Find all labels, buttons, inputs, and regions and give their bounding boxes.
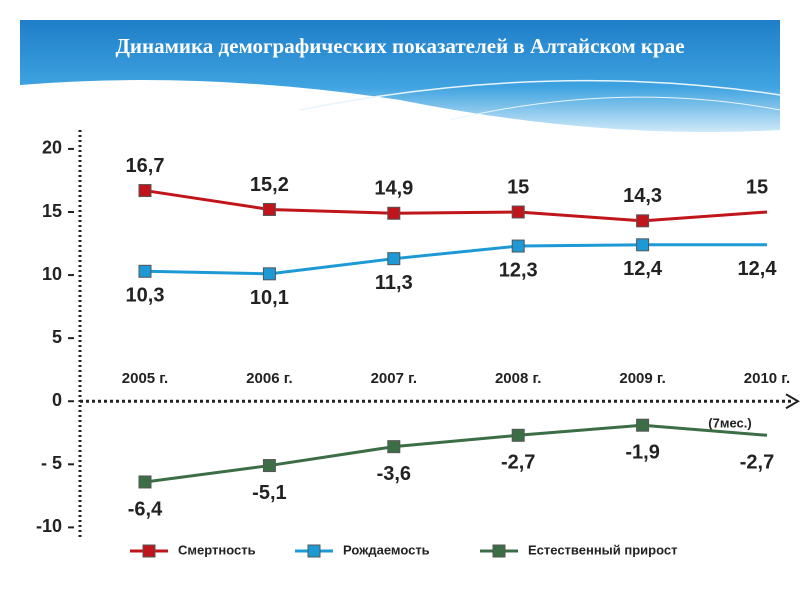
series-line — [144, 189, 768, 223]
data-label: -6,4 — [128, 498, 163, 520]
marker — [636, 418, 650, 432]
banner-wave — [299, 79, 781, 111]
data-label: 15,2 — [250, 174, 289, 196]
x-tick-label: 2007 г. — [371, 370, 417, 387]
data-label: -3,6 — [377, 463, 411, 485]
marker — [511, 428, 525, 442]
data-label: 15 — [507, 176, 529, 198]
x-tick-label: 2005 г. — [122, 370, 168, 387]
data-label: 14,3 — [623, 185, 662, 207]
legend-marker — [142, 544, 156, 558]
data-label: -2,7 — [740, 452, 774, 474]
marker — [636, 214, 650, 228]
data-label: 11,3 — [375, 272, 413, 294]
legend-marker — [492, 544, 506, 558]
x-tick-label: 2009 г. — [619, 370, 665, 387]
data-label: 10,3 — [126, 285, 165, 307]
banner — [20, 20, 780, 132]
marker — [636, 238, 650, 252]
marker — [387, 440, 401, 454]
data-label: -2,7 — [501, 452, 535, 474]
data-label: 16,7 — [126, 155, 165, 177]
annotation: (7мес.) — [708, 415, 751, 430]
x-tick-label: 2008 г. — [495, 370, 541, 387]
y-tick-label: 15 — [42, 201, 62, 221]
legend-label: Естественный прирост — [528, 542, 677, 557]
y-tick-label: 20 — [42, 138, 62, 158]
data-label: 14,9 — [374, 178, 413, 200]
marker — [138, 184, 152, 198]
y-tick-label: 0 — [52, 390, 62, 410]
legend-label: Рождаемость — [343, 542, 430, 557]
legend-label: Смертность — [178, 542, 256, 557]
data-label: -1,9 — [625, 441, 659, 463]
marker — [511, 239, 525, 253]
x-tick-label: 2006 г. — [246, 370, 292, 387]
x-tick-label: 2010 г. — [744, 370, 790, 387]
x-axis-arrow — [785, 393, 800, 410]
marker — [387, 206, 401, 220]
series-line — [144, 423, 768, 484]
marker — [262, 202, 276, 216]
y-tick-label: -10 — [36, 516, 62, 536]
y-tick-label: - 5 — [41, 453, 62, 473]
marker — [138, 264, 152, 278]
y-tick-label: 5 — [52, 327, 62, 347]
marker — [387, 252, 401, 266]
series-line — [144, 243, 767, 276]
y-tick-label: 10 — [42, 264, 62, 284]
data-label: -5,1 — [252, 482, 286, 504]
marker — [138, 475, 152, 489]
banner-wave — [449, 96, 781, 121]
chart-title: Динамика демографических показателей в А… — [115, 34, 684, 58]
data-label: 10,1 — [250, 287, 289, 309]
data-label: 12,4 — [623, 258, 663, 280]
data-label: 15 — [746, 176, 768, 198]
data-label: 12,3 — [499, 259, 538, 281]
marker — [511, 205, 525, 219]
data-label: 12,4 — [738, 258, 778, 280]
legend-marker — [307, 544, 321, 558]
marker — [262, 267, 276, 281]
marker — [262, 459, 276, 473]
